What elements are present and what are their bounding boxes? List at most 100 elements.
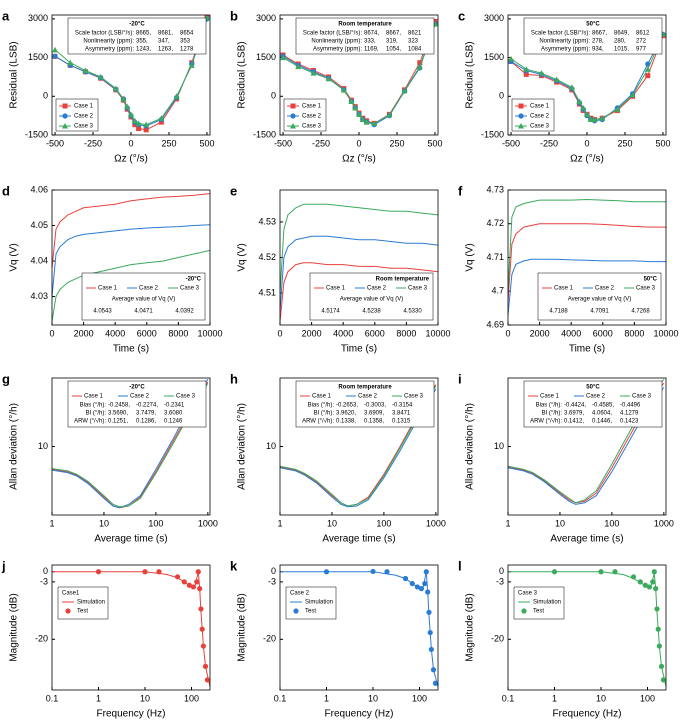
x-tick-label: 1 [49,518,54,528]
y-tick-label: -20 [491,634,504,644]
annotation-box [523,17,663,55]
series-line [279,262,439,322]
annotation-value: -0.3003, [364,403,386,409]
series-line [51,249,211,322]
x-tick-label: -500 [502,138,520,148]
annotation-value: 0.1286, [136,419,156,425]
annotation-value: 347, [158,39,170,45]
y-tick-label: 4.03 [30,291,48,301]
x-axis-label: Frequency (Hz) [97,709,166,720]
y-axis-label: Vq (V) [465,243,476,271]
marker [82,67,89,73]
marker [409,580,415,587]
x-tick-label: 1 [96,693,101,703]
annotation-value: 355, [136,39,148,45]
x-tick-label: 6000 [137,328,157,338]
y-axis-label: Vq (V) [9,243,20,271]
legend-label: Case 3 [530,124,550,130]
x-tick-label: -250 [312,138,330,148]
marker [653,586,659,592]
annotation-value: 3.6979, [564,411,584,417]
y-tick-label: 4.53 [258,216,276,226]
marker [508,55,515,62]
y-axis-label: Vq (V) [237,243,248,271]
marker [340,87,347,93]
annotation-value: 0.1446, [592,419,612,425]
annotation-value: 4.0543 [93,309,112,315]
legend-label: Test [533,609,544,615]
y-axis-label: Magnitude (dB) [237,593,248,661]
x-tick-label: 100 [604,518,619,528]
legend-label: Case 2 [595,286,615,292]
plot-frame [279,189,439,326]
y-tick-label: 4.7 [491,286,504,296]
x-axis-label: Average time (s) [550,534,623,545]
panel-label: i [458,371,462,386]
annotation-value: 319, [386,39,398,45]
x-tick-label: 100 [148,518,163,528]
marker [290,123,296,129]
annotation-value: 0.1251, [108,419,128,425]
annotation-value: 280, [614,39,626,45]
annotation-title: 50°C [586,22,600,28]
y-tick-label: 4.69 [486,319,504,329]
annotation-label: Bias (°/h): [308,403,335,409]
annotation-label: Nonlinearity (ppm): [539,39,590,45]
annotation-box [67,17,207,55]
annotation-title: -20°C [186,277,202,283]
x-axis-label: Time (s) [341,344,377,355]
annotation-title: 50°C [644,277,658,283]
y-axis-label: Allan deviation (°/h) [9,403,20,490]
marker [630,574,637,580]
marker [174,574,181,580]
annotation-value: 8681, [158,31,173,37]
series-line [507,198,666,292]
marker [204,677,211,683]
marker [124,103,131,110]
x-axis-label: Time (s) [113,344,149,355]
x-axis-label: Average time (s) [94,534,167,545]
annotation-value: 4.5238 [362,309,381,315]
annotation-label: BI (°/h): [86,411,107,417]
x-tick-label: 0 [49,328,54,338]
marker [173,93,180,99]
annotation-value: 4.5174 [321,309,340,315]
annotation-title: -20°C [129,385,145,391]
x-tick-label: 8000 [624,328,644,338]
x-tick-label: 10 [555,518,565,528]
marker [136,126,142,132]
annotation-box [81,272,206,321]
plot-frame [507,189,667,326]
legend-label: Case 3 [74,124,94,130]
marker [637,579,643,585]
x-tick-label: 6000 [593,328,613,338]
x-tick-label: 10 [368,693,378,703]
legend-label: Case 1 [84,394,104,400]
legend-title: Case 2 [290,591,310,597]
annotation-value: 934, [592,47,604,53]
marker [642,582,648,588]
marker [52,53,58,59]
annotation-label: Asymmetry (ppm): [541,47,590,53]
annotation-value: 0.1246 [164,419,183,425]
series-line [51,224,211,297]
annotation-value: 272 [636,39,647,45]
legend-label: Case 3 [180,286,200,292]
legend-label: Simulation [533,600,561,606]
annotation-label: BI (°/h): [314,411,335,417]
legend-label: Case 3 [404,394,424,400]
y-tick-label: 3000 [28,13,48,23]
legend-label: Case 3 [408,286,428,292]
marker [658,663,665,669]
marker [156,569,162,575]
legend-label: Case 1 [98,286,118,292]
y-tick-label: 4.72 [486,218,504,228]
x-tick-label: 1 [552,693,557,703]
annotation-value: 8612 [636,31,650,37]
legend-label: Case 2 [586,394,606,400]
annotation-value: 1278 [180,47,194,53]
panel-label: a [2,8,10,23]
marker [97,73,104,80]
annotation-value: 0.1358, [364,419,384,425]
annotation-label: Nonlinearity (ppm): [83,39,134,45]
